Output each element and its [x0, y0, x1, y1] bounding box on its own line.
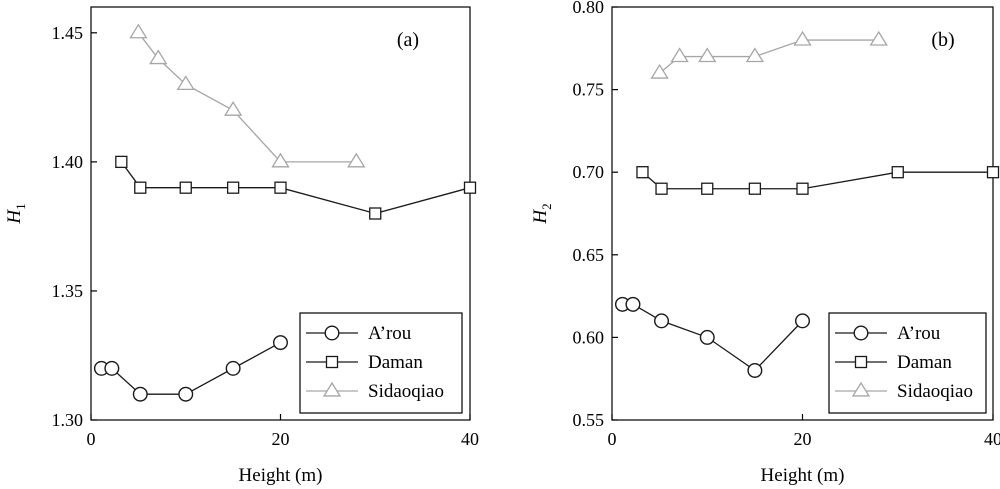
data-point-a-1-5 [369, 207, 382, 220]
y-axis-label-sub-b: 2 [539, 203, 554, 210]
legend-label-b-2: Sidaoqiao [897, 381, 973, 402]
data-point-a-1-0 [115, 155, 128, 169]
data-point-a-2-0 [129, 23, 148, 39]
data-point-a-1-6 [463, 181, 477, 194]
y-tick-label-a-2: 1.40 [52, 152, 84, 172]
data-point-a-1-2 [179, 181, 192, 194]
data-point-b-1-5 [891, 166, 904, 179]
legend-label-b-0: A’rou [897, 323, 941, 344]
data-point-b-2-1 [670, 47, 689, 63]
data-point-a-1-3 [226, 181, 240, 194]
data-point-b-1-0 [636, 166, 649, 179]
y-tick-label-b-1: 0.60 [573, 327, 605, 347]
legend-label-b-1: Daman [897, 352, 952, 373]
y-tick-label-b-0: 0.55 [573, 410, 605, 430]
data-point-b-0-1 [625, 296, 641, 312]
series-line-a-2 [137, 32, 357, 163]
data-point-a-2-1 [149, 49, 168, 65]
data-point-a-1-1 [134, 181, 147, 194]
x-tick-label-b-0: 0 [608, 429, 617, 449]
x-tick-label-a-2: 40 [461, 429, 479, 449]
x-axis-label-a: Height (m) [239, 465, 323, 486]
data-point-b-2-2 [698, 47, 717, 63]
data-point-a-0-4 [225, 360, 241, 376]
legend-marker-a-0 [324, 325, 340, 341]
data-point-a-2-3 [223, 101, 243, 116]
y-tick-label-b-2: 0.65 [573, 245, 605, 265]
data-point-a-0-2 [132, 386, 148, 402]
legend-marker-a-2 [322, 381, 342, 397]
legend-marker-b-1 [854, 355, 868, 369]
data-point-b-0-3 [699, 329, 715, 345]
data-point-b-0-4 [747, 362, 763, 378]
data-point-a-2-2 [176, 75, 195, 91]
series-line-a-0 [101, 341, 281, 395]
data-point-b-2-0 [650, 63, 669, 79]
y-tick-label-b-3: 0.70 [573, 162, 605, 182]
data-point-b-1-4 [796, 182, 809, 195]
series-line-b-2 [659, 39, 879, 74]
legend-marker-a-1 [325, 355, 339, 369]
data-point-a-0-1 [104, 360, 120, 376]
data-point-b-1-1 [655, 182, 668, 195]
x-tick-label-b-1: 20 [794, 429, 812, 449]
x-tick-label-b-2: 40 [984, 429, 1000, 449]
data-point-b-0-2 [654, 313, 670, 329]
y-tick-label-b-5: 0.80 [573, 0, 605, 17]
data-point-a-0-5 [273, 335, 289, 351]
data-point-b-2-4 [793, 30, 812, 46]
data-point-a-1-4 [274, 181, 287, 194]
x-tick-label-a-0: 0 [87, 429, 96, 449]
legend-label-a-1: Daman [368, 352, 423, 373]
data-point-a-0-3 [178, 386, 194, 402]
data-point-b-1-6 [986, 166, 1000, 179]
y-axis-label-sub-a: 1 [13, 203, 28, 210]
data-point-b-1-2 [701, 182, 714, 195]
data-point-a-2-5 [347, 152, 366, 168]
y-tick-label-a-0: 1.30 [52, 410, 84, 430]
data-point-b-0-5 [795, 313, 811, 329]
legend-label-a-2: Sidaoqiao [368, 381, 444, 402]
y-tick-label-a-3: 1.45 [52, 23, 84, 43]
chart-panel-a: 0 20 40 1.30 1.35 1.40 1.45 Height (m) H1 (a) A’ro… [4, 6, 479, 486]
y-axis-label-main-b: H [530, 209, 551, 225]
y-axis-label-main-a: H [4, 209, 25, 225]
y-axis-label-b: H2 [530, 203, 554, 224]
data-point-b-2-5 [869, 30, 888, 46]
data-point-b-2-3 [745, 47, 765, 63]
legend-marker-b-0 [853, 325, 869, 341]
legend-marker-b-2 [851, 381, 871, 397]
data-point-a-2-4 [271, 152, 290, 168]
y-axis-label-a: H1 [4, 203, 28, 224]
data-point-b-1-3 [748, 182, 762, 195]
y-tick-label-a-1: 1.35 [52, 281, 84, 301]
panel-label-b: (b) [931, 29, 954, 51]
chart-panel-b: 0 20 40 0.55 0.60 0.65 0.70 0.75 0.80 Height (m) H… [530, 0, 1000, 486]
panel-label-a: (a) [397, 29, 419, 51]
series-line-a-1 [120, 161, 471, 215]
x-tick-label-a-1: 20 [272, 429, 290, 449]
series-line-b-1 [642, 171, 993, 190]
x-axis-label-b: Height (m) [761, 465, 845, 486]
legend-label-a-0: A’rou [368, 323, 412, 344]
y-tick-label-b-4: 0.75 [573, 80, 605, 100]
